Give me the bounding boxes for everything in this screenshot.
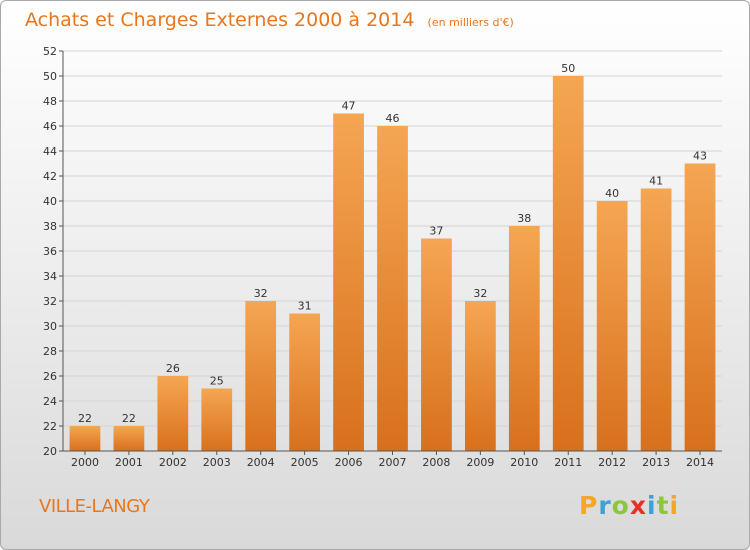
bar-value-label: 47 bbox=[342, 100, 356, 113]
y-tick-label: 44 bbox=[43, 145, 57, 158]
bar bbox=[464, 301, 496, 451]
x-tick-label: 2000 bbox=[71, 456, 99, 469]
y-tick-label: 42 bbox=[43, 170, 57, 183]
y-tick-label: 24 bbox=[43, 395, 57, 408]
bar-value-label: 22 bbox=[122, 412, 136, 425]
bar-value-label: 31 bbox=[298, 300, 312, 313]
bar-value-label: 26 bbox=[166, 362, 180, 375]
bar bbox=[377, 126, 408, 451]
bar-value-label: 50 bbox=[561, 62, 575, 75]
x-tick-label: 2002 bbox=[159, 456, 187, 469]
bar bbox=[113, 426, 145, 451]
bar bbox=[596, 201, 628, 451]
x-tick-label: 2010 bbox=[510, 456, 538, 469]
bar-value-label: 46 bbox=[386, 112, 400, 125]
y-tick-label: 22 bbox=[43, 420, 57, 433]
chart-subtitle: (en milliers d'€) bbox=[427, 16, 514, 29]
bar-value-label: 22 bbox=[78, 412, 92, 425]
y-tick-label: 32 bbox=[43, 295, 57, 308]
x-tick-label: 2012 bbox=[598, 456, 626, 469]
y-tick-label: 28 bbox=[43, 345, 57, 358]
x-tick-label: 2013 bbox=[642, 456, 670, 469]
y-tick-label: 46 bbox=[43, 120, 57, 133]
bar bbox=[69, 426, 101, 451]
proxiti-logo[interactable]: Proxiti bbox=[579, 491, 680, 520]
x-tick-label: 2004 bbox=[247, 456, 275, 469]
bar-value-label: 38 bbox=[517, 212, 531, 225]
x-tick-label: 2006 bbox=[335, 456, 363, 469]
x-tick-label: 2011 bbox=[554, 456, 582, 469]
x-tick-label: 2003 bbox=[203, 456, 231, 469]
x-tick-label: 2001 bbox=[115, 456, 143, 469]
bar bbox=[201, 388, 233, 451]
bar bbox=[333, 113, 364, 451]
bar bbox=[421, 238, 452, 451]
chart-title: Achats et Charges Externes 2000 à 2014 bbox=[25, 9, 415, 31]
y-tick-label: 40 bbox=[43, 195, 57, 208]
y-tick-label: 48 bbox=[43, 95, 57, 108]
bar-value-label: 32 bbox=[254, 287, 268, 300]
y-tick-label: 20 bbox=[43, 445, 57, 458]
bar bbox=[640, 188, 672, 451]
x-tick-label: 2014 bbox=[686, 456, 714, 469]
bar bbox=[552, 76, 584, 451]
bar bbox=[157, 376, 189, 451]
commune-name: VILLE-LANGY bbox=[39, 496, 150, 517]
y-tick-label: 50 bbox=[43, 70, 57, 83]
bar-value-label: 25 bbox=[210, 375, 224, 388]
y-tick-label: 52 bbox=[43, 45, 57, 58]
bar-value-label: 32 bbox=[473, 287, 487, 300]
bar-value-label: 37 bbox=[429, 225, 443, 238]
title-row: Achats et Charges Externes 2000 à 2014 (… bbox=[25, 9, 514, 31]
x-tick-label: 2007 bbox=[379, 456, 407, 469]
bar-value-label: 41 bbox=[649, 175, 663, 188]
y-tick-label: 38 bbox=[43, 220, 57, 233]
bar bbox=[245, 301, 277, 451]
y-tick-label: 30 bbox=[43, 320, 57, 333]
bar bbox=[289, 313, 321, 451]
y-tick-label: 36 bbox=[43, 245, 57, 258]
x-tick-label: 2009 bbox=[466, 456, 494, 469]
x-tick-label: 2005 bbox=[291, 456, 319, 469]
bar bbox=[684, 163, 716, 451]
y-tick-label: 34 bbox=[43, 270, 57, 283]
y-tick-label: 26 bbox=[43, 370, 57, 383]
bar-value-label: 43 bbox=[693, 150, 707, 163]
bar bbox=[508, 226, 540, 451]
bar-value-label: 40 bbox=[605, 187, 619, 200]
x-tick-label: 2008 bbox=[422, 456, 450, 469]
